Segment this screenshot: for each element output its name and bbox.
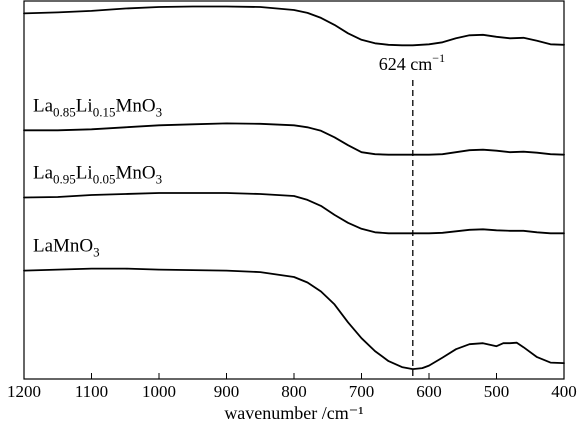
spectra-curves (23, 5, 565, 370)
series-label-1: La0.75Li0.25MnO3 (33, 0, 162, 2)
x-tick-label-1000: 1000 (142, 382, 176, 401)
reference-line-label: 624 cm−1 (379, 51, 445, 74)
x-tick-label-800: 800 (281, 382, 307, 401)
x-tick-label-1200: 1200 (7, 382, 41, 401)
series-label-3: La0.95Li0.05MnO3 (33, 162, 162, 186)
x-tick-label-1100: 1100 (75, 382, 108, 401)
x-axis-ticks: 1200 1100 1000 900 800 700 600 500 400 (7, 373, 577, 401)
series-curve-4 (23, 267, 565, 370)
x-tick-label-700: 700 (349, 382, 375, 401)
series-label-4: LaMnO3 (33, 236, 100, 260)
plot-frame (23, 0, 565, 380)
x-tick-label-400: 400 (551, 382, 577, 401)
x-tick-label-900: 900 (214, 382, 240, 401)
x-axis-title: wavenumber /cm⁻¹ (224, 403, 363, 423)
x-tick-label-500: 500 (484, 382, 510, 401)
series-curve-3 (23, 192, 565, 235)
series-curve-2 (23, 122, 565, 156)
x-tick-label-600: 600 (416, 382, 442, 401)
series-labels: La0.75Li0.25MnO3 La0.85Li0.15MnO3 La0.95Li… (33, 0, 162, 260)
series-label-2: La0.85Li0.15MnO3 (33, 95, 162, 119)
series-curve-1 (23, 5, 565, 47)
